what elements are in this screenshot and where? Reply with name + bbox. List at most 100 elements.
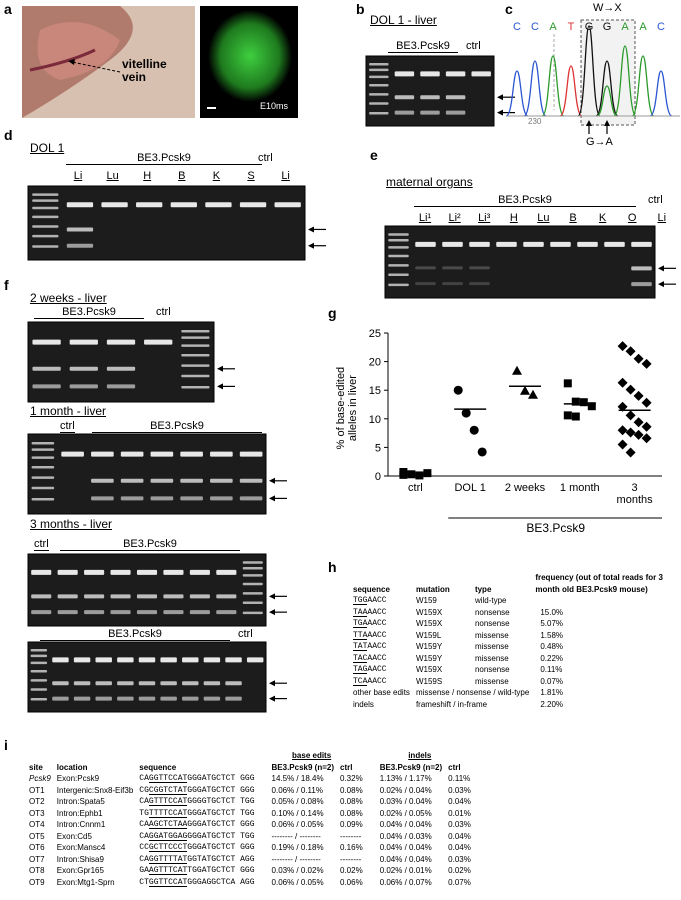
header-cell: frequency (out of total reads for 3 mont… [535,573,663,594]
gel-band [150,496,174,501]
gel-band [246,657,264,663]
table-cell: TGTTTTCCATGGGATGCTCT TGG [136,807,258,819]
table-cell: CAGGTTTTATGGTATGCTCT AGG [136,853,258,865]
gel-band [216,594,237,599]
point [477,447,487,457]
group-label: BE3.Pcsk9 [60,538,240,552]
header-cell: site [29,762,43,772]
lane-label: B [569,212,577,224]
point [625,384,636,395]
x-tick-label: 1 month [559,482,600,494]
lane-label: O [627,212,637,224]
gel-band [30,670,48,673]
point [571,412,580,421]
gel-band [225,681,242,686]
lane-label: K [212,170,221,182]
base-call: G [603,21,612,33]
header-cell: type [474,584,492,594]
panel-letter: a [4,1,12,17]
gel-band [388,246,409,249]
table-cell: 0.04% / 0.03% [379,831,432,841]
arrow-head [269,680,275,687]
gel-band [189,594,210,599]
table-cell: nonsense [474,619,510,628]
point [641,397,652,408]
table-cell: 0.32% [340,774,363,783]
gel-title: 2 weeks - liver [30,291,107,305]
table-cell: 14.5% / 18.4% [271,774,324,783]
table-cell: Exon:Cd5 [56,831,92,841]
dashed-arrow [71,61,121,73]
table-cell: 0.03% / 0.04% [379,797,432,806]
trace-peak [559,65,583,117]
gel-band [61,451,84,457]
gel-band [369,63,389,66]
off-target-table: base edits indels site location sequence BE3.… [26,750,474,888]
arrow-head [586,120,592,126]
trace-peak [596,85,618,117]
table-cell: 0.02% / 0.04% [379,785,432,795]
table-cell: nonsense [474,607,510,617]
group-label: ctrl [648,194,663,206]
table-cell: 2.20% [540,699,564,709]
lane-label: Li [657,212,667,224]
gel-band [274,202,301,208]
table-cell: W159L [415,630,442,640]
gel-band [369,68,389,72]
lane-label: Li [281,170,290,182]
table-cell: CCGCTTCCCTGGGATGCTCT GGG [136,842,258,854]
group-label: BE3.Pcsk9 [388,40,458,54]
gel-band [91,496,114,501]
gel-band [31,466,55,469]
table-cell: nonsense [474,665,510,674]
point [641,421,652,432]
group-label: ctrl [60,420,75,434]
gel-band [30,688,48,691]
tissue [37,22,120,80]
gel-band [415,282,436,286]
table-header: sequence mutation type frequency (out of to… [350,572,678,595]
table-cell: Intron:Cnnm1 [56,820,106,829]
panel-letter: i [4,737,8,753]
table-cell: GAAGTTTCATTGGATGCTCT GGG [136,865,258,877]
base-call: G [585,21,594,33]
table-cell: 0.48% [540,642,564,651]
gel-band [32,366,61,371]
base-call: A [639,21,647,33]
gel-band [203,681,221,686]
table-row: TAGAACC W159X nonsense 0.11% [350,664,678,676]
table-cell: CAGGTTCCATGGGATGCTCT GGG [136,773,258,785]
table-cell: 1.13% / 1.17% [379,774,432,783]
gel-band [239,202,267,208]
gel-band [31,442,55,445]
gel-band [101,202,128,208]
table-row: TTAAACC W159L missense 1.58% [350,629,678,641]
lane-label: H [143,170,152,182]
gel-band [32,199,59,202]
gel-image [27,641,267,713]
y-tick-label: 25 [369,328,381,340]
table-cell: 0.04% / 0.04% [379,843,432,852]
x-tick-label: 3 months [616,482,653,507]
table-cell: -------- [340,854,362,864]
gel-band [32,339,61,345]
gel-band [577,241,598,247]
table-cell: 0.01% [448,808,471,818]
header-cell: ctrl [340,762,353,772]
point [520,385,530,395]
gel-title: 1 month - liver [30,404,107,418]
table-cell: Intron:Ephb1 [56,808,103,818]
lane-label: K [598,212,607,224]
gel-band [31,498,55,501]
gel-band [203,696,221,701]
point [415,471,424,480]
arrow-head [217,365,223,372]
gel-band [420,71,440,77]
arrow-head [269,593,275,600]
gel-band [442,266,463,270]
table-cell: 0.06% / 0.11% [271,785,323,795]
point [571,397,580,406]
gel-band [32,206,59,210]
base-call: T [568,21,575,33]
trace-peak [649,70,673,117]
